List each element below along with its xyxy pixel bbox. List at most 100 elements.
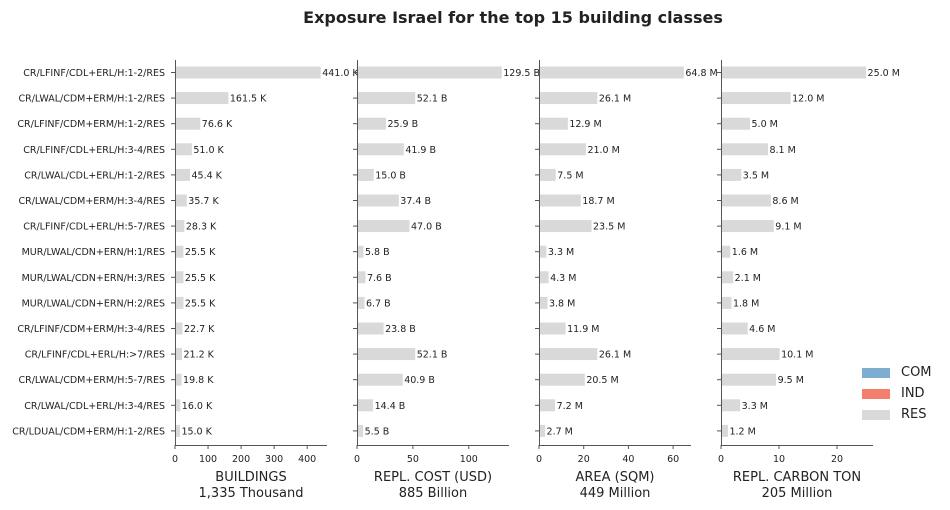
bar-res — [175, 220, 185, 233]
bar-res — [721, 92, 791, 105]
bar-value-label: 37.4 B — [400, 196, 431, 207]
legend-label-res: RES — [901, 407, 927, 422]
bar-res — [721, 220, 774, 233]
bar-res — [175, 399, 181, 412]
bar-value-label: 16.0 K — [182, 401, 213, 412]
bar-value-label: 5.0 M — [752, 119, 778, 130]
x-tick-label: 400 — [298, 454, 316, 465]
legend-label-com: COM — [901, 365, 932, 380]
category-label: CR/LWAL/CDM+ERM/H:3-4/RES — [18, 196, 165, 207]
bar-res — [721, 399, 741, 412]
legend-swatch-ind — [862, 388, 890, 399]
bar-value-label: 9.5 M — [778, 375, 804, 386]
category-label: CR/LWAL/CDL+ERL/H:3-4/RES — [24, 401, 165, 412]
bar-value-label: 52.1 B — [417, 94, 448, 105]
bar-res — [175, 194, 187, 207]
legend: COM IND RES — [862, 362, 932, 425]
bar-res — [721, 348, 780, 361]
bar-res — [721, 296, 732, 309]
category-label: MUR/LWAL/CDN+ERN/H:2/RES — [22, 298, 165, 309]
x-tick-label: 40 — [622, 454, 634, 465]
bar-res — [357, 424, 364, 437]
category-label: MUR/LWAL/CDN+ERN/H:3/RES — [22, 273, 165, 284]
bar-res — [357, 143, 404, 156]
bar-res — [539, 66, 684, 79]
legend-item-res: RES — [862, 404, 932, 425]
x-tick-label: 0 — [172, 454, 178, 465]
category-label: CR/LFINF/CDL+ERL/H:3-4/RES — [23, 145, 165, 156]
bar-value-label: 3.3 M — [742, 401, 768, 412]
bar-res — [175, 168, 191, 181]
bar-value-label: 14.4 B — [375, 401, 406, 412]
bar-value-label: 3.8 M — [549, 298, 575, 309]
bar-res — [175, 424, 180, 437]
bar-value-label: 21.2 K — [184, 350, 215, 361]
x-tick-label: 0 — [536, 454, 542, 465]
bar-value-label: 6.7 B — [366, 298, 391, 309]
category-label: CR/LFINF/CDL+ERL/H:5-7/RES — [23, 222, 165, 233]
bar-res — [357, 66, 502, 79]
bar-res — [175, 296, 184, 309]
bar-value-label: 11.9 M — [567, 324, 599, 335]
x-axis-total-label: 885 Billion — [399, 486, 468, 501]
bar-res — [721, 245, 731, 258]
bar-res — [721, 66, 867, 79]
bar-res — [539, 194, 581, 207]
bar-value-label: 41.9 B — [405, 145, 436, 156]
bar-res — [539, 220, 592, 233]
bar-value-label: 25.5 K — [185, 273, 216, 284]
bar-value-label: 19.8 K — [183, 375, 214, 386]
bar-value-label: 20.5 M — [586, 375, 618, 386]
bar-value-label: 4.6 M — [749, 324, 775, 335]
bar-value-label: 51.0 K — [193, 145, 224, 156]
x-tick-label: 20 — [831, 454, 843, 465]
x-axis-total-label: 205 Million — [762, 486, 833, 501]
bar-res — [721, 168, 742, 181]
bar-value-label: 7.6 B — [367, 273, 392, 284]
bar-value-label: 40.9 B — [404, 375, 435, 386]
bar-res — [539, 424, 546, 437]
bar-value-label: 25.0 M — [868, 68, 900, 79]
x-tick-label: 60 — [667, 454, 679, 465]
bar-res — [721, 424, 728, 437]
bar-res — [175, 245, 184, 258]
x-tick-label: 300 — [265, 454, 283, 465]
x-tick-label: 100 — [199, 454, 217, 465]
category-label: CR/LWAL/CDM+ERM/H:1-2/RES — [18, 94, 165, 105]
x-tick-label: 0 — [354, 454, 360, 465]
category-label: CR/LDUAL/CDM+ERM/H:1-2/RES — [12, 426, 165, 437]
bar-value-label: 12.9 M — [569, 119, 601, 130]
bar-value-label: 22.7 K — [184, 324, 215, 335]
bar-value-label: 47.0 B — [411, 222, 442, 233]
bar-res — [357, 117, 386, 130]
bar-value-label: 7.2 M — [557, 401, 583, 412]
bar-value-label: 2.7 M — [547, 426, 573, 437]
x-axis-total-label: 1,335 Thousand — [199, 486, 304, 501]
bar-value-label: 23.5 M — [593, 222, 625, 233]
bar-res — [721, 322, 748, 335]
bar-value-label: 23.8 B — [385, 324, 416, 335]
bar-res — [175, 271, 184, 284]
bar-res — [357, 296, 365, 309]
x-axis-total-label: 449 Million — [580, 486, 651, 501]
bar-value-label: 7.5 M — [557, 170, 583, 181]
bar-res — [721, 271, 734, 284]
bar-value-label: 64.8 M — [685, 68, 717, 79]
x-axis-label: REPL. COST (USD) — [374, 470, 492, 485]
bar-res — [539, 271, 549, 284]
bar-value-label: 12.0 M — [792, 94, 824, 105]
legend-item-ind: IND — [862, 383, 932, 404]
bar-value-label: 1.8 M — [733, 298, 759, 309]
bar-value-label: 76.6 K — [202, 119, 233, 130]
bar-value-label: 8.6 M — [772, 196, 798, 207]
bar-res — [721, 143, 768, 156]
bar-res — [357, 194, 399, 207]
bar-value-label: 28.3 K — [186, 222, 217, 233]
bar-value-label: 1.6 M — [732, 247, 758, 258]
bar-value-label: 52.1 B — [417, 350, 448, 361]
bar-res — [539, 168, 556, 181]
bar-value-label: 45.4 K — [192, 170, 223, 181]
bar-res — [539, 296, 548, 309]
bar-res — [721, 373, 777, 386]
bar-value-label: 10.1 M — [781, 350, 813, 361]
